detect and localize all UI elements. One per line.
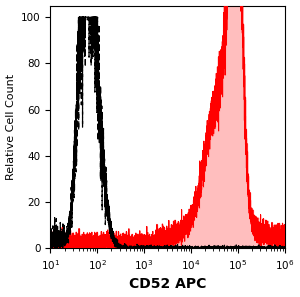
- X-axis label: CD52 APC: CD52 APC: [129, 277, 206, 291]
- Y-axis label: Relative Cell Count: Relative Cell Count: [6, 74, 16, 180]
